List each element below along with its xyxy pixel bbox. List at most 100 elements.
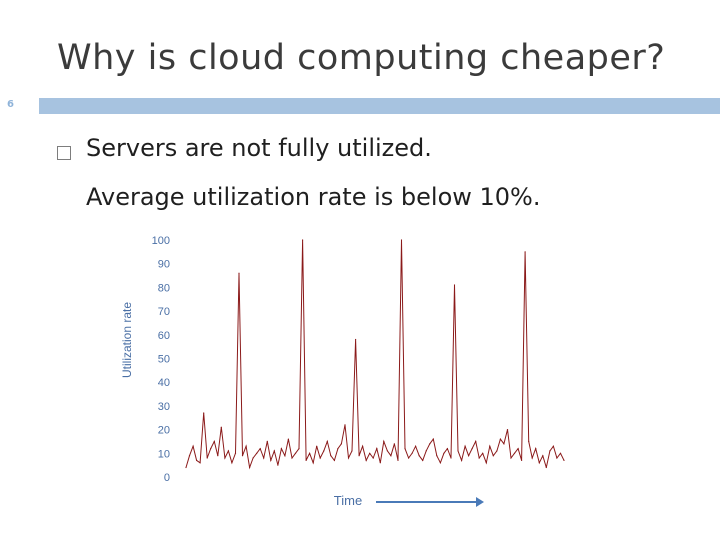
data-point: [372, 457, 374, 459]
data-point: [256, 452, 258, 454]
data-point: [478, 457, 480, 459]
data-point: [542, 455, 544, 457]
data-point: [453, 284, 456, 286]
y-tick-label: 80: [158, 282, 170, 294]
y-tick-label: 10: [158, 448, 170, 460]
data-point: [415, 445, 417, 447]
data-point: [464, 445, 466, 447]
data-point: [249, 466, 251, 469]
data-point: [556, 457, 558, 459]
data-point: [429, 443, 431, 445]
data-point: [443, 452, 445, 454]
data-point: [499, 438, 501, 440]
data-point: [210, 448, 212, 450]
data-point: [549, 450, 551, 452]
data-point: [362, 445, 364, 447]
data-point: [220, 426, 222, 428]
y-axis-label: Utilization rate: [120, 302, 134, 378]
data-point: [528, 440, 530, 442]
data-point: [521, 459, 523, 461]
data-point: [185, 466, 187, 469]
data-point: [344, 424, 346, 426]
data-point: [196, 459, 198, 461]
data-point: [552, 445, 555, 447]
data-point: [273, 450, 275, 452]
data-point: [450, 457, 452, 459]
data-point: [559, 452, 562, 454]
data-point: [365, 459, 367, 461]
data-point: [538, 462, 540, 464]
data-point: [351, 450, 353, 452]
right-arrow-icon: [376, 497, 484, 507]
data-point: [252, 457, 254, 459]
data-point: [517, 448, 519, 450]
data-point: [545, 466, 547, 469]
slide-title: Why is cloud computing cheaper?: [57, 38, 666, 78]
bullet-text: Servers are not fully utilized.: [86, 134, 432, 162]
data-point: [319, 457, 321, 459]
data-point: [266, 440, 268, 442]
data-point: [482, 452, 484, 454]
data-point: [358, 455, 360, 457]
data-point: [330, 455, 332, 457]
data-point: [333, 459, 335, 461]
y-tick-label: 0: [164, 472, 170, 484]
data-point: [376, 448, 378, 450]
data-point: [510, 457, 512, 459]
data-point: [369, 452, 371, 454]
data-point: [513, 452, 516, 454]
slide-number-box: 6: [0, 98, 36, 114]
data-point: [188, 455, 191, 457]
data-point: [263, 457, 265, 459]
data-point: [312, 462, 314, 464]
data-point: [489, 445, 491, 447]
data-point: [298, 448, 300, 450]
data-point: [408, 457, 410, 459]
data-point: [436, 455, 438, 457]
data-point: [245, 445, 247, 447]
data-point: [355, 338, 357, 341]
data-point: [379, 462, 381, 464]
data-point: [224, 457, 226, 459]
data-point: [404, 448, 406, 450]
data-point: [496, 450, 498, 452]
data-point: [213, 440, 215, 442]
data-point: [337, 448, 339, 450]
data-point: [400, 239, 403, 241]
series-points: [185, 239, 565, 469]
data-point: [468, 455, 470, 457]
data-point: [475, 440, 477, 442]
data-point: [291, 457, 293, 459]
y-axis-ticks: 0 10 20 30 40 50 60 70 80 90 100: [152, 235, 170, 484]
data-point: [492, 455, 494, 457]
square-bullet-icon: [57, 146, 71, 160]
data-point: [284, 455, 286, 457]
data-point: [305, 459, 307, 461]
data-point: [234, 452, 237, 454]
data-point: [485, 462, 487, 464]
y-tick-label: 20: [158, 425, 170, 437]
data-point: [277, 464, 279, 466]
data-point: [397, 459, 399, 461]
data-point: [217, 455, 219, 457]
data-point: [422, 459, 424, 461]
data-point: [471, 448, 473, 450]
data-point: [231, 462, 233, 464]
data-point: [531, 457, 533, 459]
data-point: [535, 448, 537, 450]
y-tick-label: 40: [158, 377, 170, 389]
data-point: [294, 452, 297, 454]
x-axis-label: Time: [334, 493, 362, 508]
data-point: [203, 412, 205, 414]
data-point: [446, 448, 448, 450]
y-tick-label: 90: [158, 259, 170, 271]
utilization-series-line: [185, 239, 565, 470]
data-point: [302, 239, 304, 241]
bullet-subtext: Average utilization rate is below 10%.: [86, 183, 541, 211]
data-point: [506, 429, 509, 431]
data-point: [563, 459, 565, 461]
data-point: [192, 445, 194, 447]
data-point: [383, 440, 385, 442]
data-point: [326, 440, 328, 442]
data-point: [411, 452, 413, 454]
